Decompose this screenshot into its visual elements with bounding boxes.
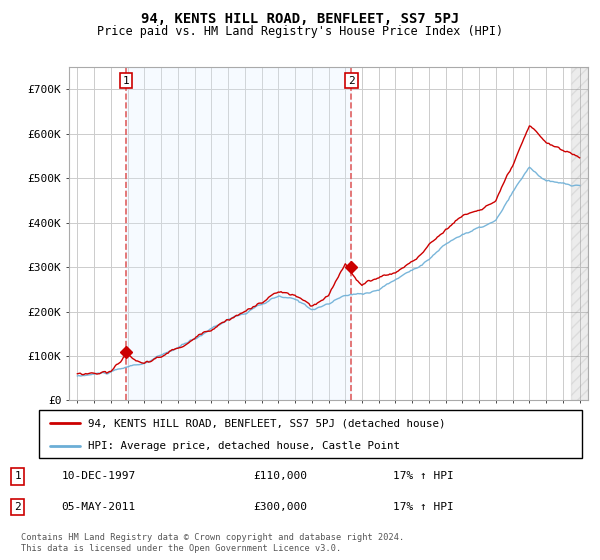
- Text: 10-DEC-1997: 10-DEC-1997: [61, 472, 136, 482]
- Text: 2: 2: [14, 502, 21, 512]
- Text: Price paid vs. HM Land Registry's House Price Index (HPI): Price paid vs. HM Land Registry's House …: [97, 25, 503, 38]
- Text: £110,000: £110,000: [253, 472, 307, 482]
- Bar: [571, 67, 588, 400]
- Text: 05-MAY-2011: 05-MAY-2011: [61, 502, 136, 512]
- FancyBboxPatch shape: [39, 410, 582, 458]
- Bar: [126, 67, 352, 400]
- Text: HPI: Average price, detached house, Castle Point: HPI: Average price, detached house, Cast…: [88, 441, 400, 451]
- Text: 2: 2: [348, 76, 355, 86]
- Text: 17% ↑ HPI: 17% ↑ HPI: [393, 502, 454, 512]
- Text: £300,000: £300,000: [253, 502, 307, 512]
- Text: 94, KENTS HILL ROAD, BENFLEET, SS7 5PJ (detached house): 94, KENTS HILL ROAD, BENFLEET, SS7 5PJ (…: [88, 418, 445, 428]
- Text: 94, KENTS HILL ROAD, BENFLEET, SS7 5PJ: 94, KENTS HILL ROAD, BENFLEET, SS7 5PJ: [141, 12, 459, 26]
- Text: 1: 1: [14, 472, 21, 482]
- Text: 1: 1: [123, 76, 130, 86]
- Text: Contains HM Land Registry data © Crown copyright and database right 2024.
This d: Contains HM Land Registry data © Crown c…: [21, 533, 404, 553]
- Text: 17% ↑ HPI: 17% ↑ HPI: [393, 472, 454, 482]
